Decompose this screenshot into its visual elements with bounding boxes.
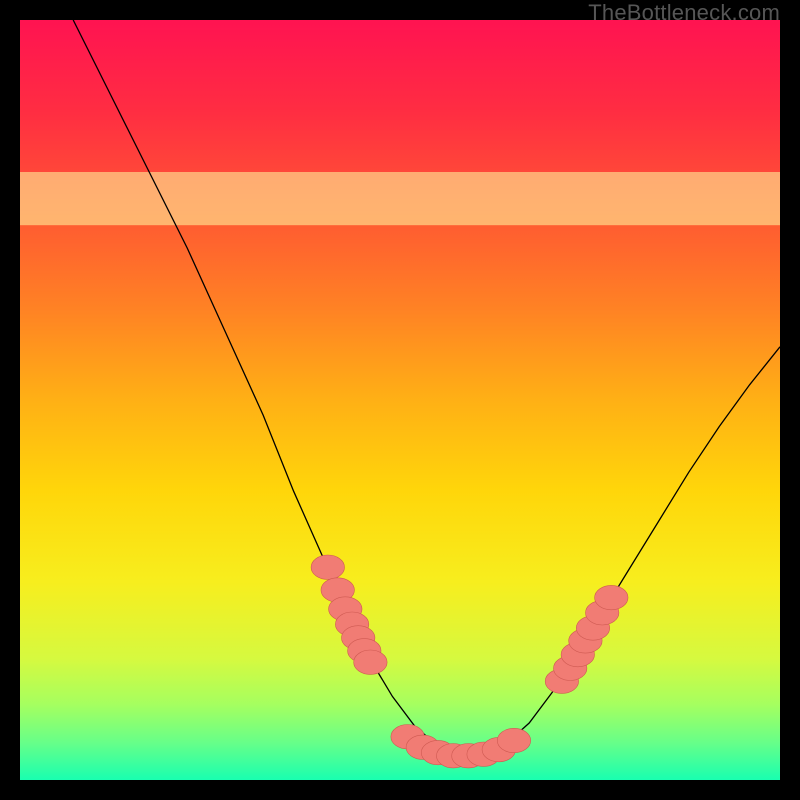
chart-frame: TheBottleneck.com bbox=[0, 0, 800, 800]
highlight-band bbox=[20, 172, 780, 225]
plot-area bbox=[20, 20, 780, 780]
bottleneck-curve-chart bbox=[20, 20, 780, 780]
gradient-background bbox=[20, 20, 780, 780]
curve-marker bbox=[595, 585, 628, 609]
curve-marker bbox=[311, 555, 344, 579]
curve-marker bbox=[497, 728, 530, 752]
curve-marker bbox=[354, 650, 387, 674]
